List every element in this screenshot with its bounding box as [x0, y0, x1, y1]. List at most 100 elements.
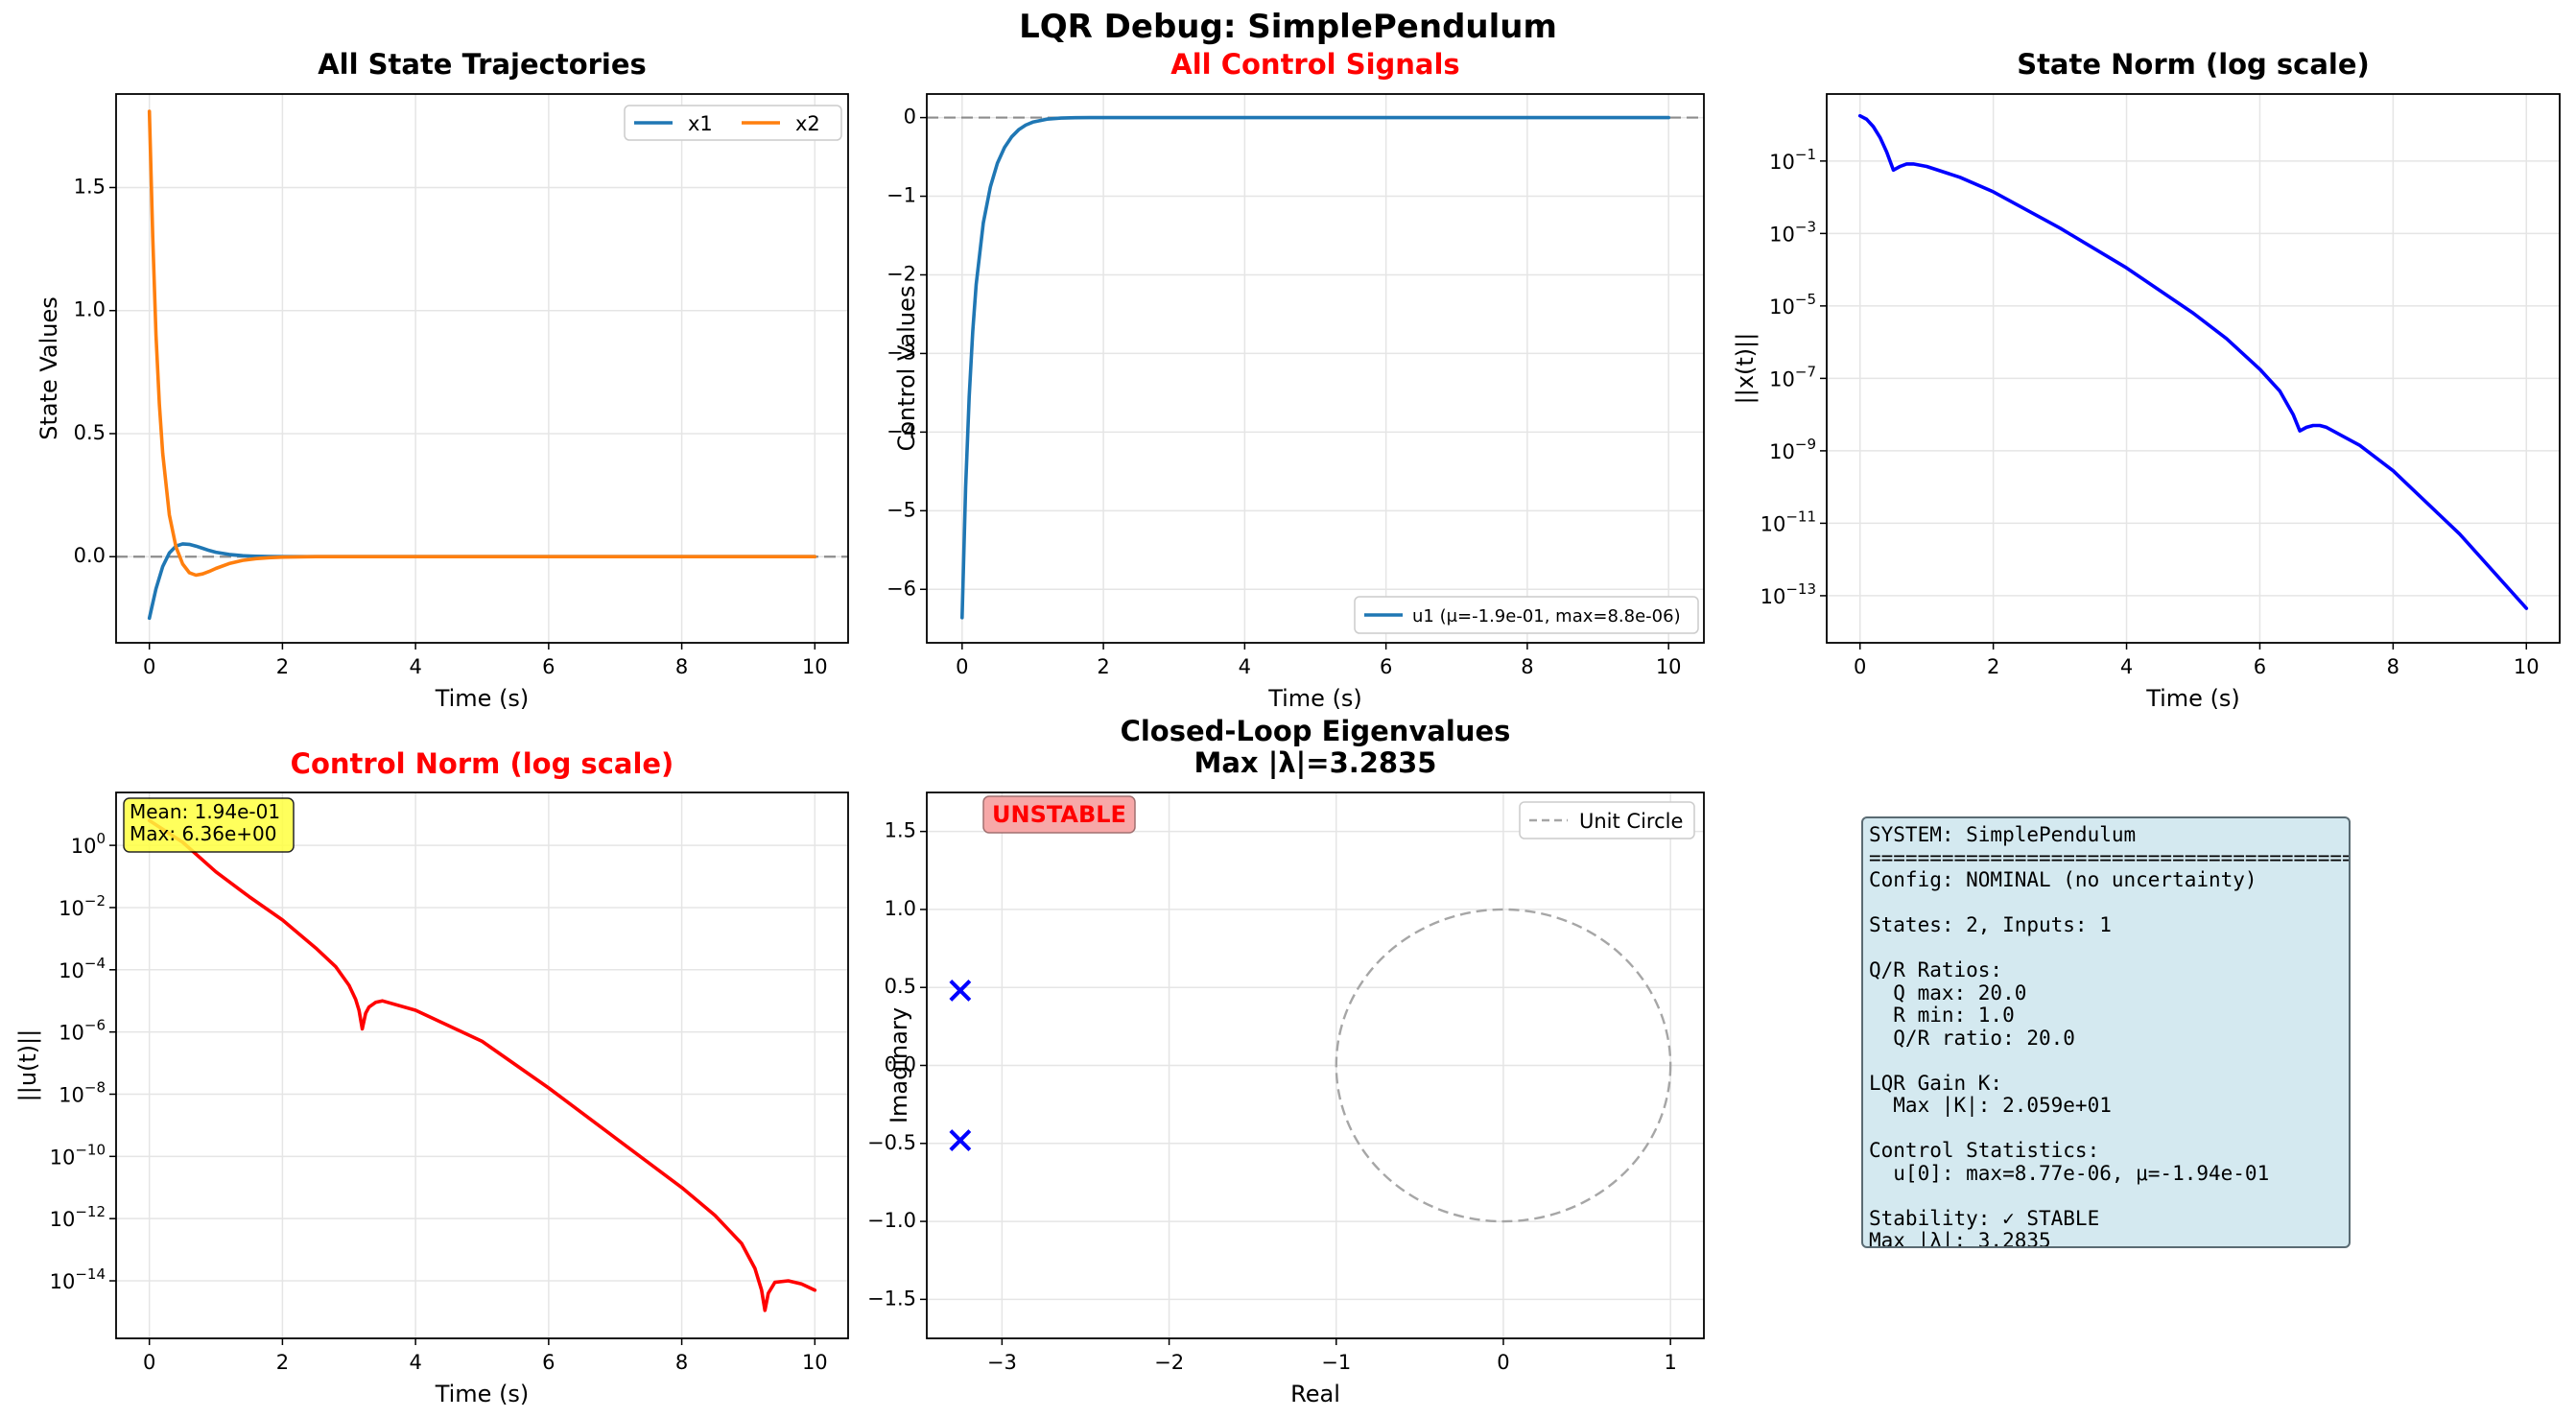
y-tick-label: −3 [886, 341, 916, 364]
axes-frame [926, 93, 1705, 644]
x-tick-label: 10 [802, 655, 828, 678]
unstable-badge-text: UNSTABLE [992, 801, 1126, 828]
x-tick-label: 0 [143, 655, 155, 678]
y-tick-label: 10−3 [1769, 218, 1816, 247]
y-axis-label: State Values [35, 296, 62, 440]
y-tick-label: −5 [886, 498, 916, 521]
y-tick-label: 10−13 [1761, 579, 1816, 608]
y-tick-label: 10−10 [50, 1141, 106, 1170]
legend-label: u1 (μ=-1.9e-01, max=8.8e-06) [1412, 606, 1681, 626]
x-tick-label: 1 [1664, 1351, 1676, 1374]
y-tick-label: 0.5 [74, 421, 106, 444]
x-tick-label: 6 [1380, 655, 1392, 678]
x-tick-label: 2 [276, 655, 289, 678]
info-line [1869, 937, 2343, 960]
y-tick-label: 1.5 [885, 819, 916, 842]
chart-title: All State Trajectories [318, 48, 647, 81]
y-tick-label: 100 [71, 830, 106, 859]
y-tick-label: −1 [886, 184, 916, 207]
y-tick-label: −0.5 [867, 1131, 916, 1154]
x-tick-label: 10 [1656, 655, 1682, 678]
info-line: Stability: ✓ STABLE [1869, 1206, 2100, 1230]
legend-box [1354, 596, 1699, 634]
x-tick-label: 8 [1521, 655, 1533, 678]
eigenvalue-marker [949, 1129, 972, 1151]
figure-title: LQR Debug: SimplePendulum [1019, 8, 1557, 46]
x-tick-label: 10 [802, 1351, 828, 1374]
x-tick-label: 0 [1497, 1351, 1509, 1374]
eigenvalue-marker-stroke [949, 980, 972, 1002]
y-tick-label: 1.0 [74, 298, 106, 321]
info-line: u[0]: max=8.77e-06, μ=-1.94e-01 [1869, 1161, 2270, 1185]
eigenvalue-marker-stroke [949, 1129, 972, 1151]
y-tick-label: −1.5 [867, 1287, 916, 1310]
unstable-badge [982, 795, 1136, 834]
info-line: Max |λ|: 3.2835 [1869, 1229, 2051, 1248]
x-axis-label: Time (s) [435, 1381, 530, 1407]
chart-title: Closed-Loop Eigenvalues [1121, 715, 1511, 747]
x-tick-label: 4 [1239, 655, 1251, 678]
x-tick-label: 0 [143, 1351, 155, 1374]
chart-title: Control Norm (log scale) [291, 747, 674, 780]
x-tick-label: 8 [2387, 655, 2399, 678]
y-tick-label: 10−1 [1769, 145, 1816, 174]
y-tick-label: 10−12 [50, 1203, 106, 1232]
legend-label: x1 [688, 112, 713, 135]
info-line: Control Statistics: [1869, 1139, 2100, 1162]
x-tick-label: 6 [2254, 655, 2266, 678]
y-tick-label: 10−9 [1769, 435, 1816, 463]
x-tick-label: 6 [542, 1351, 555, 1374]
info-line: Q max: 20.0 [1869, 981, 2027, 1004]
x-axis-label: Time (s) [1267, 685, 1362, 712]
x-axis-label: Time (s) [435, 685, 530, 712]
x-tick-label: −3 [987, 1351, 1017, 1374]
legend-label: Unit Circle [1579, 810, 1683, 833]
x-tick-label: 4 [2120, 655, 2133, 678]
y-tick-label: 10−2 [59, 891, 106, 920]
info-line [1869, 892, 2343, 915]
chart-title: State Norm (log scale) [2017, 48, 2370, 81]
axes-frame [1826, 93, 2561, 644]
info-line [1869, 1050, 2343, 1073]
y-tick-label: 10−14 [50, 1265, 106, 1294]
x-tick-label: 0 [956, 655, 968, 678]
legend-label: x2 [795, 112, 820, 135]
y-tick-label: 10−5 [1769, 290, 1816, 319]
axes-frame [115, 792, 849, 1339]
info-line: R min: 1.0 [1869, 1004, 2015, 1027]
info-line: Config: NOMINAL (no uncertainty) [1869, 868, 2257, 891]
y-axis-label: ||x(t)|| [1732, 333, 1759, 405]
legend-box [624, 105, 842, 141]
y-tick-label: 1.0 [885, 897, 916, 920]
x-tick-label: −1 [1321, 1351, 1351, 1374]
x-tick-label: 2 [1097, 655, 1109, 678]
y-tick-label: −6 [886, 577, 916, 600]
x-tick-label: 2 [276, 1351, 289, 1374]
system-info-panel: SYSTEM: SimplePendulum =================… [1861, 816, 2351, 1248]
y-axis-label: Imaginary [886, 1007, 912, 1123]
series-line-ut [147, 818, 817, 1312]
series-line-x2 [147, 109, 817, 578]
series-line-xt [1857, 113, 2529, 610]
y-tick-label: 0.0 [74, 544, 106, 567]
stats-annotation-line: Max: 6.36e+00 [130, 822, 277, 845]
x-tick-label: 2 [1987, 655, 1999, 678]
x-tick-label: −2 [1154, 1351, 1184, 1374]
y-tick-label: 10−6 [59, 1016, 106, 1045]
y-tick-label: 0.5 [885, 975, 916, 998]
unit-circle [1335, 908, 1672, 1223]
y-tick-label: −4 [886, 419, 916, 442]
y-tick-label: 0 [904, 106, 916, 129]
eigenvalue-marker [949, 980, 972, 1002]
info-line [1869, 1185, 2343, 1208]
y-tick-label: 10−4 [59, 954, 106, 982]
x-axis-label: Real [1290, 1381, 1340, 1407]
x-tick-label: 0 [1854, 655, 1866, 678]
stats-annotation-box [123, 797, 295, 853]
y-tick-label: −1.0 [867, 1209, 916, 1232]
x-tick-label: 4 [409, 655, 421, 678]
y-tick-label: 1.5 [74, 175, 106, 198]
info-line: SYSTEM: SimplePendulum [1869, 823, 2137, 846]
info-line: Q/R Ratios: [1869, 958, 2003, 981]
